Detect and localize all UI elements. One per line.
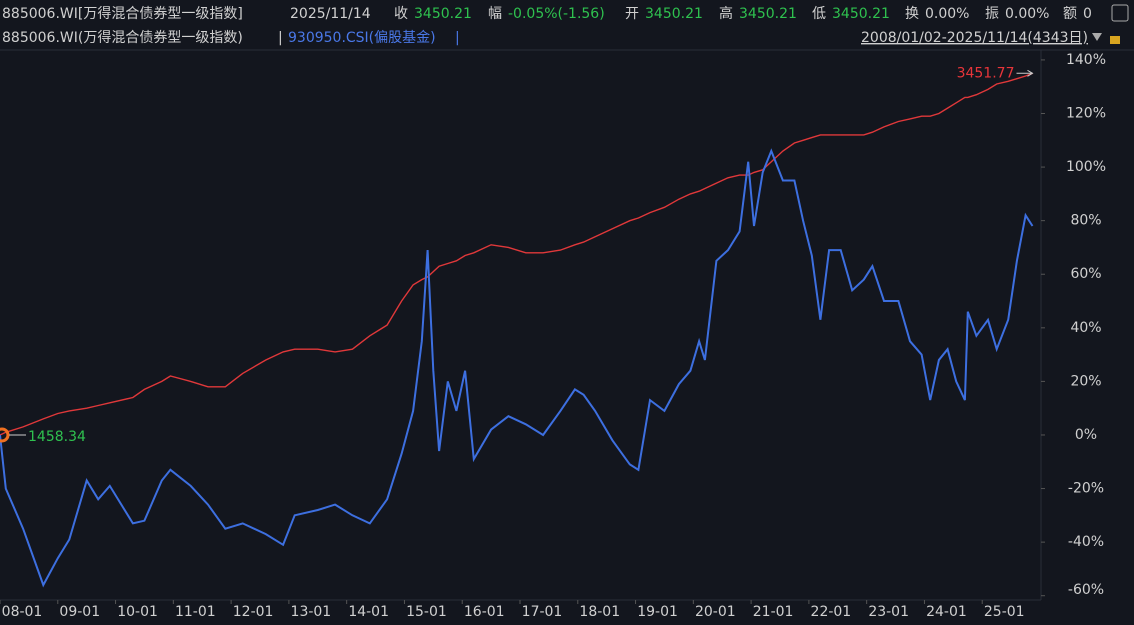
legend-bar: 885006.WI(万得混合债券型一级指数) | 930950.CSI(偏股基金… [2, 29, 1120, 46]
min-annotation: 1458.34 [28, 429, 86, 445]
x-tick-label: 19-01 [637, 604, 678, 620]
date-range[interactable]: 2008/01/02-2025/11/14(4343日) [861, 30, 1088, 46]
field-value: 3450.21 [645, 6, 703, 22]
field-label: 收 [394, 6, 408, 22]
y-tick-label: 0% [1075, 427, 1097, 443]
x-tick-label: 16-01 [464, 604, 505, 620]
y-tick-label: -60% [1068, 582, 1104, 598]
quote-bar: 885006.WI[万得混合债券型一级指数] 2025/11/14 收 3450… [2, 4, 1129, 22]
x-tick-label: 18-01 [579, 604, 620, 620]
x-tick-label: 17-01 [522, 604, 563, 620]
x-tick-label: 22-01 [811, 604, 852, 620]
y-tick-label: -20% [1068, 481, 1104, 497]
x-tick-label: 10-01 [117, 604, 158, 620]
y-tick-label: 140% [1066, 52, 1106, 68]
field-value: 3450.21 [414, 6, 472, 22]
lock-icon[interactable] [1110, 36, 1120, 44]
annotation-arrow [1016, 69, 1034, 77]
field-value: -0.05%(-1.56) [508, 6, 605, 22]
x-tick-label: 09-01 [59, 604, 100, 620]
legend-entry: 930950.CSI(偏股基金) [288, 29, 436, 46]
x-tick-label: 21-01 [753, 604, 794, 620]
x-tick-label: 11-01 [175, 604, 216, 620]
x-tick-label: 24-01 [926, 604, 967, 620]
y-tick-label: 100% [1066, 159, 1106, 175]
field-label: 幅 [488, 6, 502, 22]
x-tick-label: 20-01 [695, 604, 736, 620]
index-name: 885006.WI[万得混合债券型一级指数] [2, 5, 243, 22]
field-label: 振 [985, 6, 999, 22]
legend-entry: 885006.WI(万得混合债券型一级指数) [2, 29, 243, 46]
quote-date: 2025/11/14 [290, 6, 371, 22]
wp-icon[interactable] [1111, 4, 1129, 22]
x-tick-label: 12-01 [233, 604, 274, 620]
field-label: 换 [905, 5, 919, 22]
series-line [0, 148, 1034, 588]
x-tick-label: 15-01 [406, 604, 447, 620]
y-tick-label: 120% [1066, 105, 1106, 121]
field-label: 低 [812, 6, 826, 22]
x-tick-label: 13-01 [291, 604, 332, 620]
field-value: 0.00% [1005, 6, 1049, 22]
field-label: 高 [719, 5, 733, 22]
x-tick-label: 14-01 [348, 604, 389, 620]
x-tick-label: 23-01 [868, 604, 909, 620]
separator: | [455, 30, 460, 46]
y-tick-label: -40% [1068, 534, 1104, 550]
field-label: 额 [1063, 6, 1077, 22]
y-tick-label: 80% [1070, 213, 1101, 229]
y-tick-label: 40% [1070, 320, 1101, 336]
dropdown-arrow[interactable] [1092, 33, 1102, 41]
x-tick-label: 25-01 [984, 604, 1025, 620]
field-value: 0 [1083, 6, 1092, 22]
start-marker [0, 427, 10, 443]
separator: | [278, 30, 283, 46]
field-value: 3450.21 [832, 6, 890, 22]
max-annotation: 3451.77 [957, 65, 1015, 81]
field-label: 开 [625, 6, 639, 22]
series-line [0, 72, 1033, 436]
field-value: 3450.21 [739, 6, 797, 22]
x-tick-label: 08-01 [2, 604, 43, 620]
y-tick-label: 20% [1070, 373, 1101, 389]
field-value: 0.00% [925, 6, 969, 22]
y-tick-label: 60% [1070, 266, 1101, 282]
